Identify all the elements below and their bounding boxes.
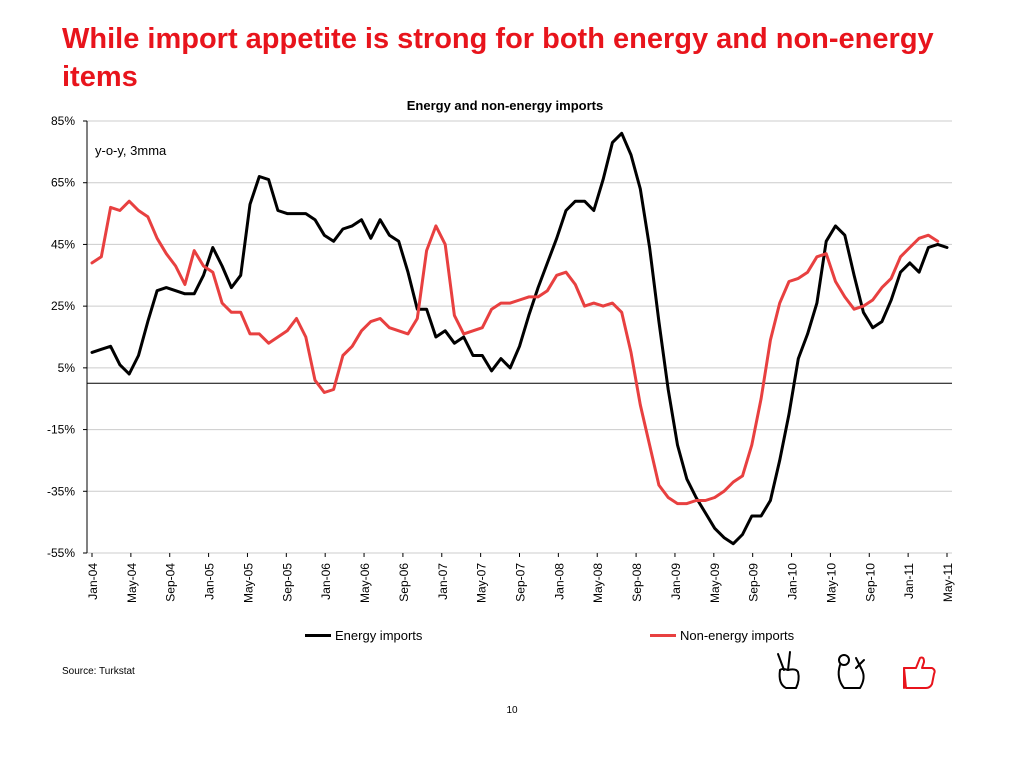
x-tick-label: May-04 <box>125 563 139 603</box>
x-tick-label: Jan-04 <box>86 563 100 600</box>
legend-swatch-energy <box>305 634 331 637</box>
y-tick-label: 5% <box>58 361 76 375</box>
ok-hand-icon <box>837 654 865 689</box>
slide-title: While import appetite is strong for both… <box>62 23 934 93</box>
x-tick-label: Sep-07 <box>514 563 528 602</box>
y-tick-label: 25% <box>51 299 75 313</box>
x-tick-label: Jan-09 <box>669 563 683 600</box>
x-tick-label: Jan-05 <box>203 563 217 600</box>
y-tick-label: 85% <box>51 114 75 128</box>
chart-annotation: y-o-y, 3mma <box>95 143 167 158</box>
y-tick-label: -15% <box>47 423 75 437</box>
x-tick-label: Sep-09 <box>747 563 761 602</box>
x-tick-label: May-05 <box>241 563 255 603</box>
x-tick-label: May-11 <box>941 563 955 602</box>
x-tick-label: Jan-11 <box>902 563 916 599</box>
x-tick-label: Sep-06 <box>397 563 411 602</box>
chart-title: Energy and non-energy imports <box>406 98 604 113</box>
series-line-non-energy-imports <box>90 199 940 506</box>
series-line-energy-imports <box>90 131 949 546</box>
source-note: Source: Turkstat <box>62 666 135 677</box>
peace-hand-icon <box>777 651 800 689</box>
legend-label-energy: Energy imports <box>335 628 423 643</box>
legend-label-non-energy: Non-energy imports <box>680 628 795 643</box>
x-tick-label: Jan-08 <box>552 563 566 600</box>
page-number: 10 <box>506 705 518 716</box>
x-tick-label: May-10 <box>824 563 838 603</box>
legend-item-energy: Energy imports <box>305 628 422 643</box>
y-tick-label: 45% <box>51 237 75 251</box>
hand-icons <box>777 651 936 689</box>
x-tick-label: Jan-10 <box>786 563 800 600</box>
x-tick-label: Sep-10 <box>863 563 877 602</box>
thumbs-up-icon <box>903 656 936 689</box>
x-tick-label: Sep-08 <box>630 563 644 602</box>
legend-item-non-energy: Non-energy imports <box>650 628 794 643</box>
x-tick-label: Jan-06 <box>319 563 333 600</box>
x-tick-label: Sep-05 <box>280 563 294 602</box>
y-tick-label: 65% <box>51 176 75 190</box>
x-tick-label: May-07 <box>475 563 489 603</box>
y-tick-label: -55% <box>47 546 75 560</box>
y-tick-label: -35% <box>47 484 75 498</box>
x-tick-label: May-08 <box>591 563 605 603</box>
x-tick-label: Sep-04 <box>164 563 178 602</box>
x-tick-label: May-09 <box>708 563 722 603</box>
x-tick-label: Jan-07 <box>436 563 450 600</box>
x-tick-label: May-06 <box>358 563 372 603</box>
legend-swatch-non-energy <box>650 634 676 637</box>
